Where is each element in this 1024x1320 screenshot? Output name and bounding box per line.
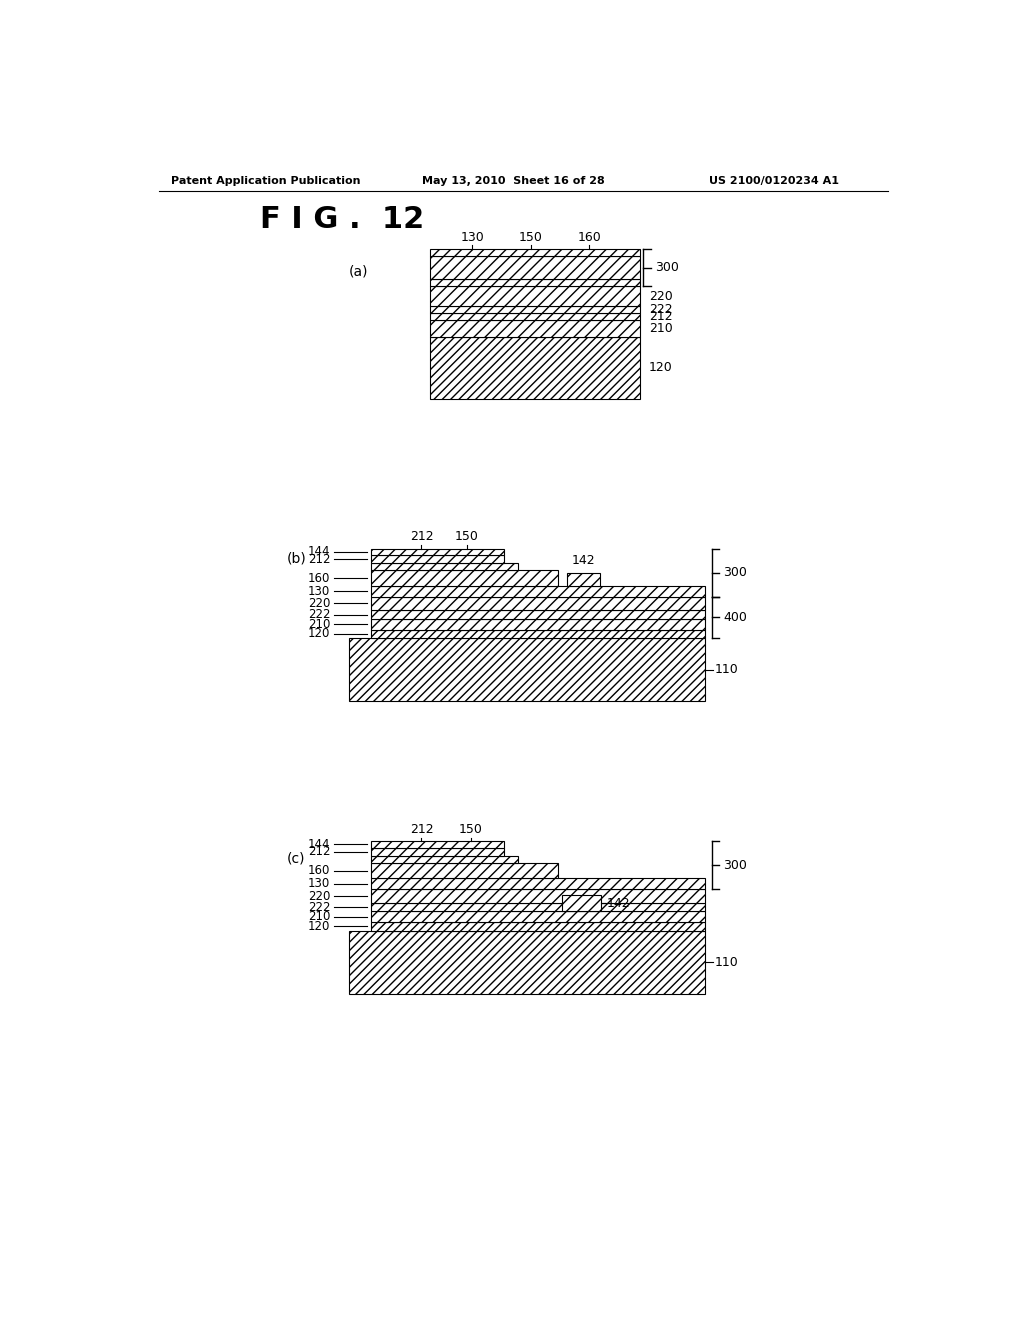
Text: US 2100/0120234 A1: US 2100/0120234 A1 [710,176,840,186]
Bar [430,249,640,256]
Text: 220: 220 [308,890,331,903]
Text: (b): (b) [287,552,306,565]
Bar [371,610,706,619]
Text: May 13, 2010  Sheet 16 of 28: May 13, 2010 Sheet 16 of 28 [423,176,605,186]
Text: 110: 110 [715,956,738,969]
Text: 110: 110 [715,663,738,676]
Bar [567,573,600,586]
Text: 144: 144 [308,838,331,851]
Text: 212: 212 [410,822,433,836]
Text: 222: 222 [649,304,673,317]
Text: 400: 400 [723,611,748,624]
Text: 212: 212 [410,531,433,544]
Bar [371,911,706,923]
Bar [430,337,640,399]
Bar [371,890,706,903]
Bar [430,321,640,337]
Text: 130: 130 [460,231,484,244]
Text: 142: 142 [607,896,631,909]
Bar [371,857,518,863]
Text: 210: 210 [308,618,331,631]
Bar [371,847,505,857]
Text: 212: 212 [308,553,331,566]
Text: 160: 160 [308,865,331,878]
Text: 130: 130 [308,585,331,598]
Bar [371,841,505,847]
Bar [430,306,640,313]
Bar [371,570,558,586]
Bar [349,638,706,701]
Bar [349,931,706,994]
Text: 120: 120 [649,362,673,375]
Text: 210: 210 [649,322,673,335]
Text: Patent Application Publication: Patent Application Publication [171,176,360,186]
Bar [371,923,706,931]
Bar [371,863,558,878]
Text: 150: 150 [519,231,543,244]
Text: 142: 142 [571,554,595,568]
Bar [371,554,505,564]
Text: 300: 300 [723,566,748,579]
Text: 220: 220 [308,597,331,610]
Text: 120: 120 [308,627,331,640]
Bar [430,256,640,280]
Text: 212: 212 [649,310,673,323]
Text: 300: 300 [655,261,679,275]
Text: (a): (a) [349,264,369,279]
Text: (c): (c) [287,851,305,866]
Bar [371,564,518,570]
Bar [371,903,706,912]
Text: 160: 160 [578,231,601,244]
Bar [371,619,706,630]
Bar [430,280,640,286]
Text: 120: 120 [308,920,331,933]
Text: F I G .  12: F I G . 12 [260,205,424,234]
Text: 300: 300 [723,859,748,871]
Text: 144: 144 [308,545,331,558]
Bar [562,895,601,912]
Bar [371,878,706,890]
Text: 160: 160 [308,572,331,585]
Bar [371,597,706,610]
Bar [430,313,640,321]
Text: 130: 130 [308,878,331,890]
Text: 210: 210 [308,911,331,924]
Bar [371,549,505,554]
Text: 212: 212 [308,845,331,858]
Text: 150: 150 [455,531,479,544]
Bar [371,630,706,638]
Bar [371,586,706,597]
Text: 220: 220 [649,289,673,302]
Bar [430,286,640,306]
Text: 222: 222 [308,609,331,622]
Text: 150: 150 [459,822,483,836]
Text: 222: 222 [308,900,331,913]
